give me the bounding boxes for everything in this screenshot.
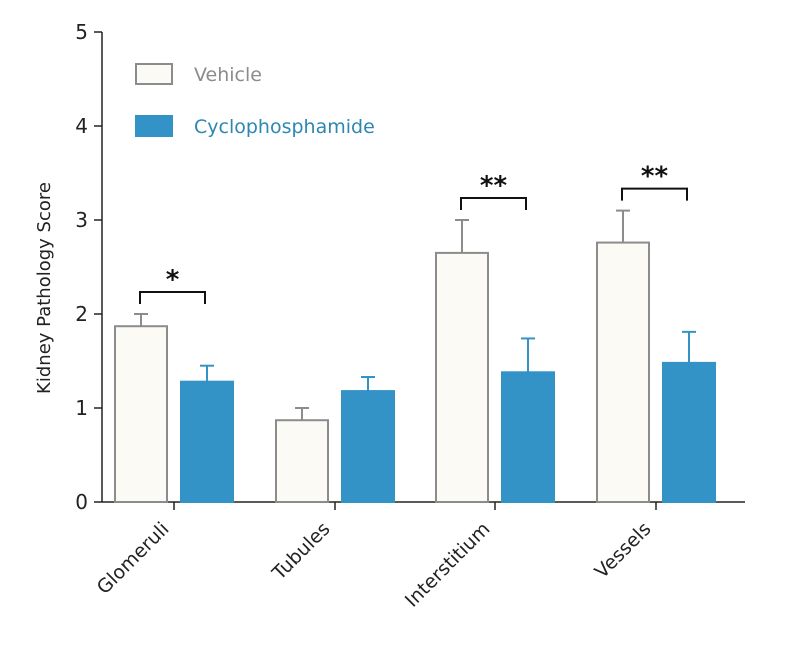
significance-bracket bbox=[139, 291, 206, 304]
y-tick-label: 4 bbox=[75, 114, 88, 138]
significance-markers: *** ** bbox=[139, 162, 688, 304]
significance-bracket bbox=[460, 197, 527, 210]
error-bars bbox=[134, 209, 696, 421]
bar-cyclophosphamide bbox=[180, 380, 234, 503]
bar-vehicle bbox=[596, 241, 650, 503]
legend-swatch bbox=[135, 63, 173, 85]
y-axis-title: Kidney Pathology Score bbox=[34, 182, 55, 394]
bar-vehicle bbox=[275, 419, 329, 503]
significance-label: ** bbox=[480, 171, 508, 201]
x-tick-label: Tubules bbox=[268, 518, 335, 585]
y-tick-label: 1 bbox=[75, 396, 88, 420]
x-tick-label: Glomeruli bbox=[93, 518, 174, 599]
legend: Vehicle Cyclophosphamide bbox=[135, 63, 375, 138]
bar-vehicle bbox=[114, 325, 168, 503]
bar-cyclophosphamide bbox=[501, 371, 555, 503]
significance-bracket bbox=[621, 187, 688, 201]
y-tick-label: 3 bbox=[75, 208, 88, 232]
legend-swatch bbox=[135, 115, 173, 137]
y-tick-label: 2 bbox=[75, 302, 88, 326]
x-tick-label: Interstitium bbox=[401, 518, 495, 612]
bar-vehicle bbox=[435, 251, 489, 503]
legend-label: Cyclophosphamide bbox=[194, 116, 375, 138]
legend-label: Vehicle bbox=[194, 64, 262, 86]
significance-label: ** bbox=[641, 162, 669, 192]
y-tick-label: 5 bbox=[75, 20, 88, 44]
bar-cyclophosphamide bbox=[341, 390, 395, 503]
significance-label: * bbox=[166, 265, 180, 295]
y-tick-label: 0 bbox=[75, 490, 88, 514]
x-tick-label: Vessels bbox=[591, 518, 656, 583]
bar-cyclophosphamide bbox=[662, 361, 716, 503]
bars bbox=[114, 241, 716, 503]
